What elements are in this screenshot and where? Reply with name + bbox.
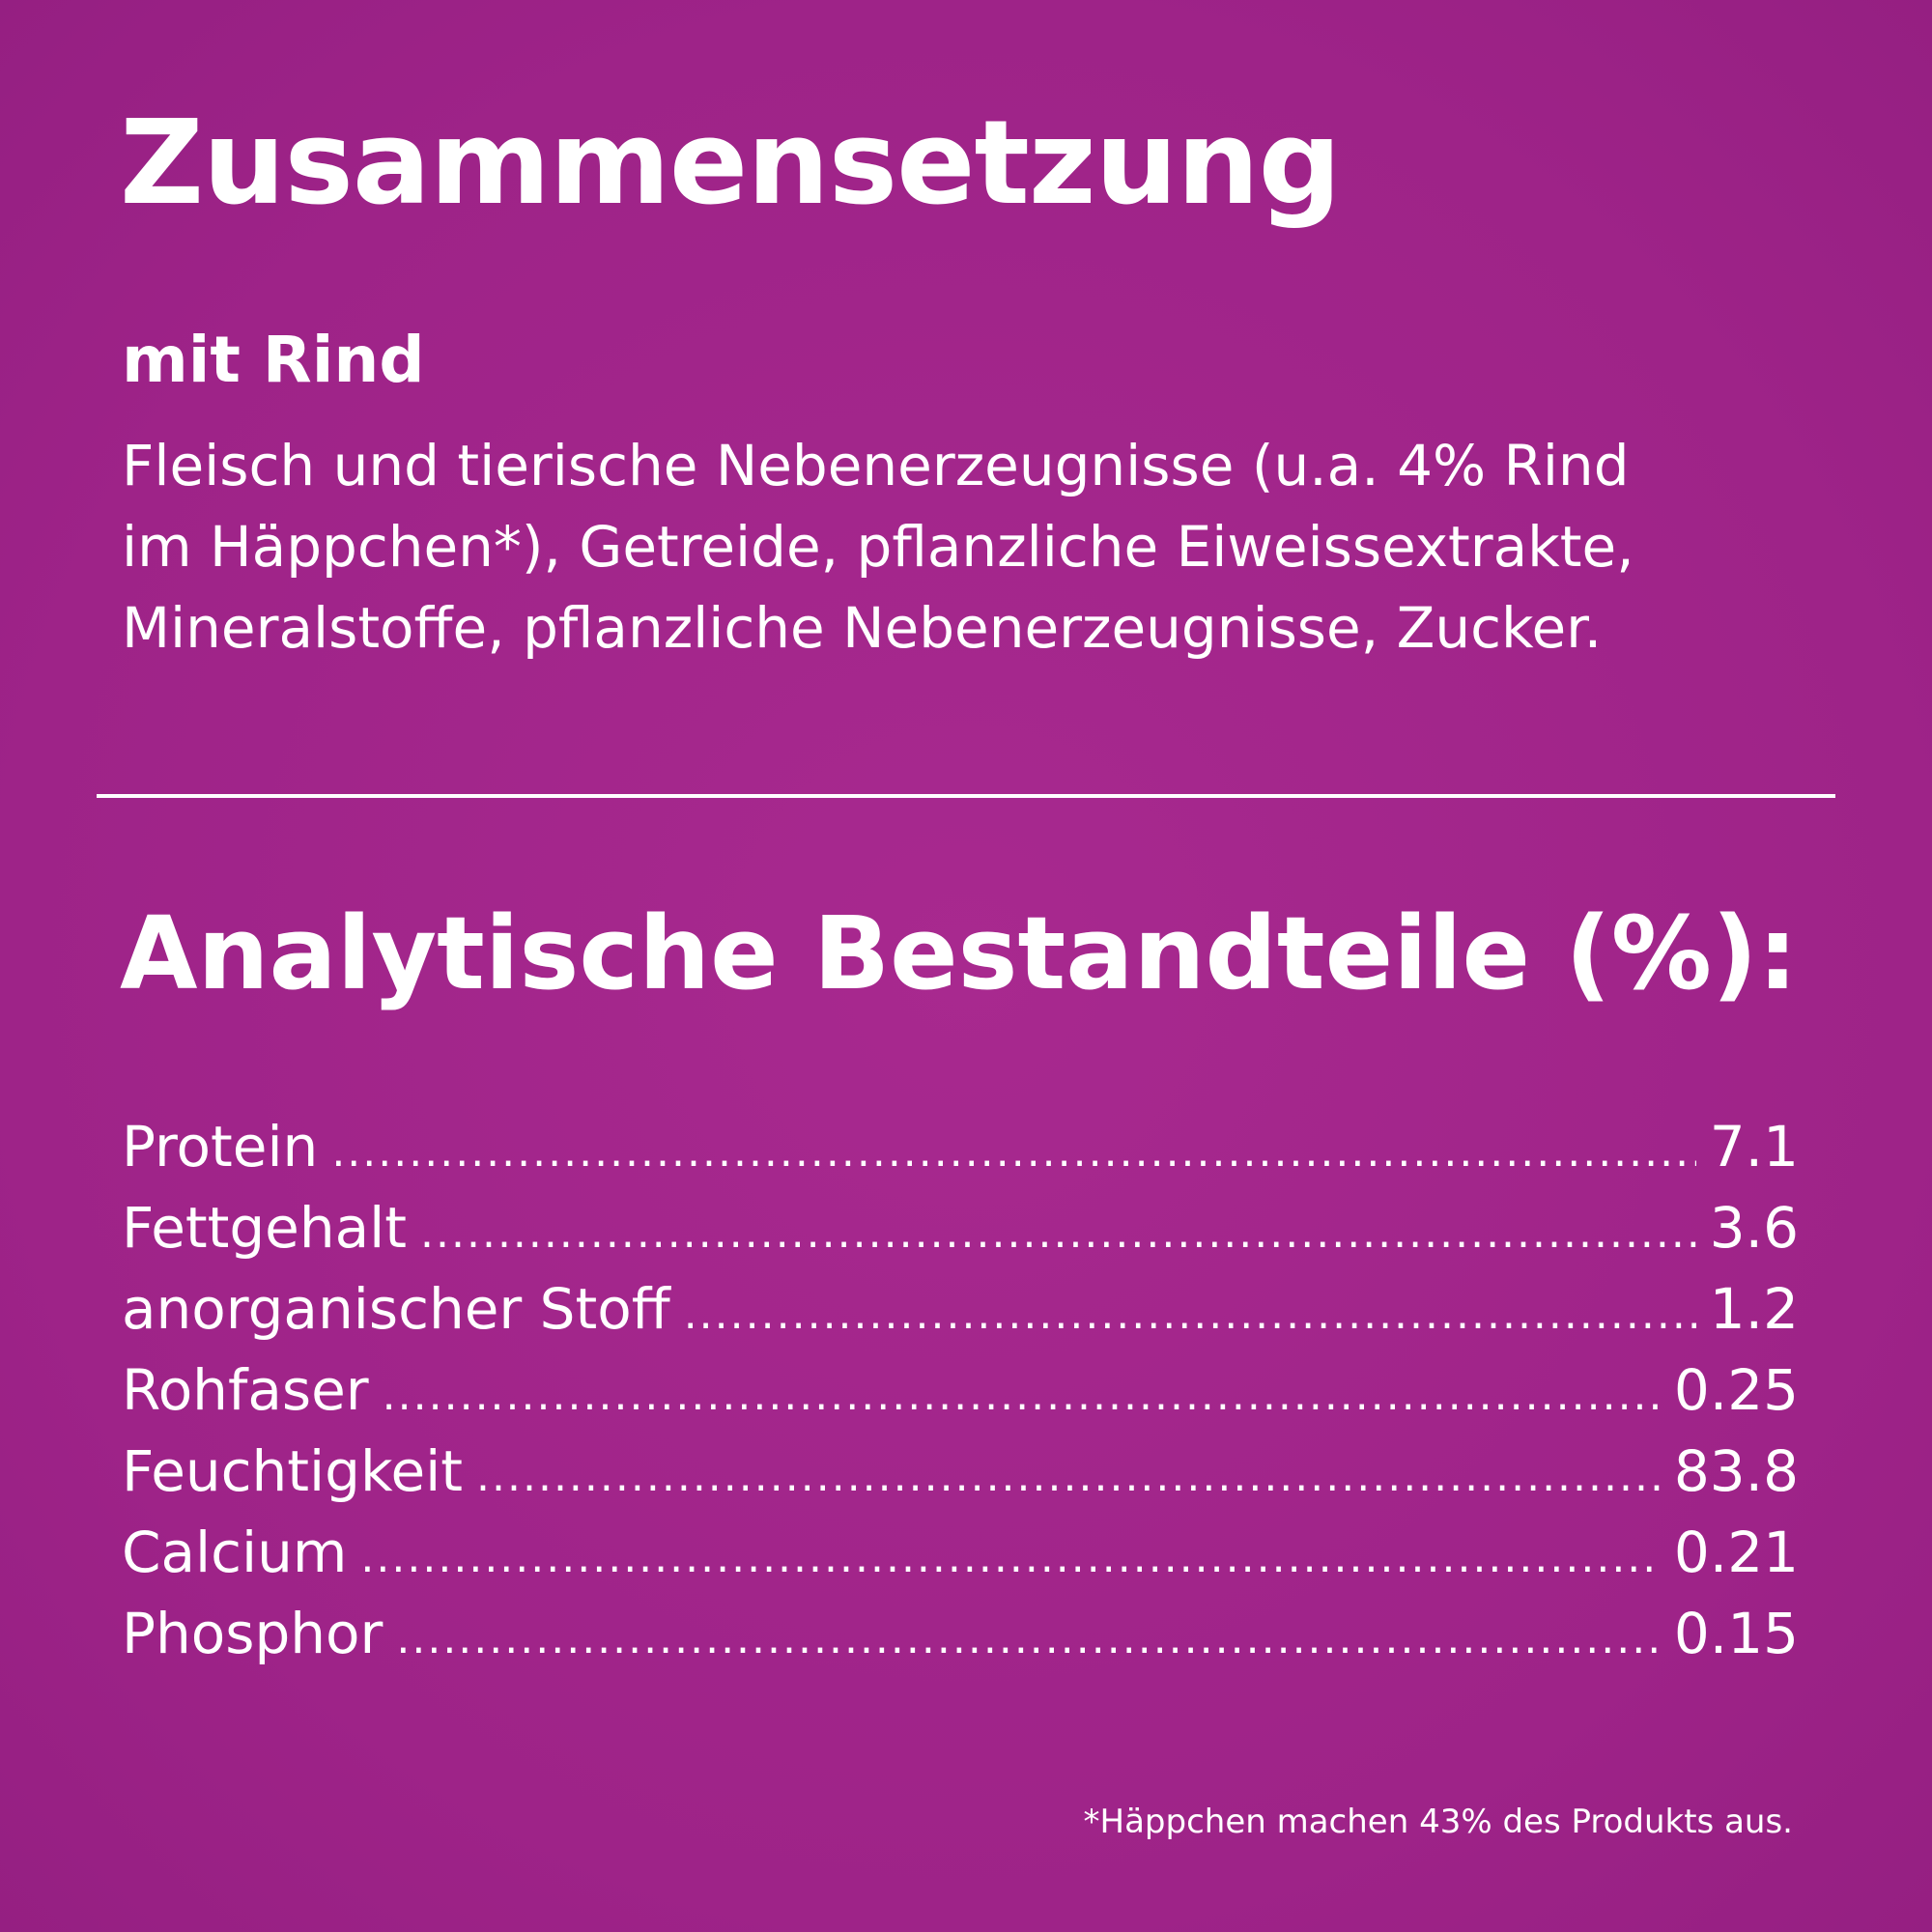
footnote: *Häppchen machen 43% des Produkts aus.	[1083, 1803, 1793, 1841]
dot-leader	[396, 1599, 1661, 1680]
nutrient-name: Fettgehalt	[122, 1195, 408, 1261]
nutrient-row-calcium: Calcium 0.21	[122, 1512, 1799, 1593]
nutrient-name: Rohfaser	[122, 1357, 369, 1423]
nutrient-value: 0.15	[1673, 1601, 1799, 1666]
variant-label: mit Rind	[122, 323, 425, 397]
nutrient-row-rohfaser: Rohfaser 0.25	[122, 1350, 1799, 1431]
nutrient-row-anorganischer-stoff: anorganischer Stoff 1.2	[122, 1268, 1799, 1350]
nutrient-value: 0.25	[1673, 1357, 1799, 1423]
nutrient-name: Feuchtigkeit	[122, 1438, 464, 1504]
nutrient-value: 0.21	[1673, 1520, 1799, 1585]
dot-leader	[383, 1355, 1661, 1436]
nutrient-value: 83.8	[1673, 1438, 1799, 1504]
nutrient-value: 3.6	[1709, 1195, 1799, 1261]
ingredients-text: Fleisch und tierische Nebenerzeugnisse (…	[122, 425, 1764, 668]
dot-leader	[360, 1518, 1660, 1599]
nutrient-row-fettgehalt: Fettgehalt 3.6	[122, 1187, 1799, 1268]
dot-leader	[684, 1274, 1696, 1355]
nutrient-row-protein: Protein 7.1	[122, 1106, 1799, 1187]
nutrient-name: Calcium	[122, 1520, 348, 1585]
nutrient-value: 1.2	[1709, 1276, 1799, 1342]
section-divider	[97, 794, 1835, 798]
nutrient-name: Protein	[122, 1114, 319, 1179]
nutrient-row-phosphor: Phosphor 0.15	[122, 1593, 1799, 1674]
dot-leader	[420, 1193, 1696, 1274]
nutrient-name: anorganischer Stoff	[122, 1276, 670, 1342]
ingredients-line: Mineralstoffe, pflanzliche Nebenerzeugni…	[122, 595, 1603, 661]
ingredients-line: im Häppchen*), Getreide, pflanzliche Eiw…	[122, 514, 1634, 580]
composition-title: Zusammensetzung	[120, 97, 1342, 231]
nutrient-row-feuchtigkeit: Feuchtigkeit 83.8	[122, 1431, 1799, 1512]
analysis-title: Analytische Bestandteile (%):	[120, 895, 1799, 1012]
nutrient-name: Phosphor	[122, 1601, 384, 1666]
dot-leader	[331, 1112, 1695, 1193]
dot-leader	[476, 1436, 1661, 1518]
nutrient-list: Protein 7.1 Fettgehalt 3.6 anorganischer…	[122, 1106, 1799, 1674]
nutrient-value: 7.1	[1709, 1114, 1799, 1179]
ingredients-line: Fleisch und tierische Nebenerzeugnisse (…	[122, 433, 1630, 498]
